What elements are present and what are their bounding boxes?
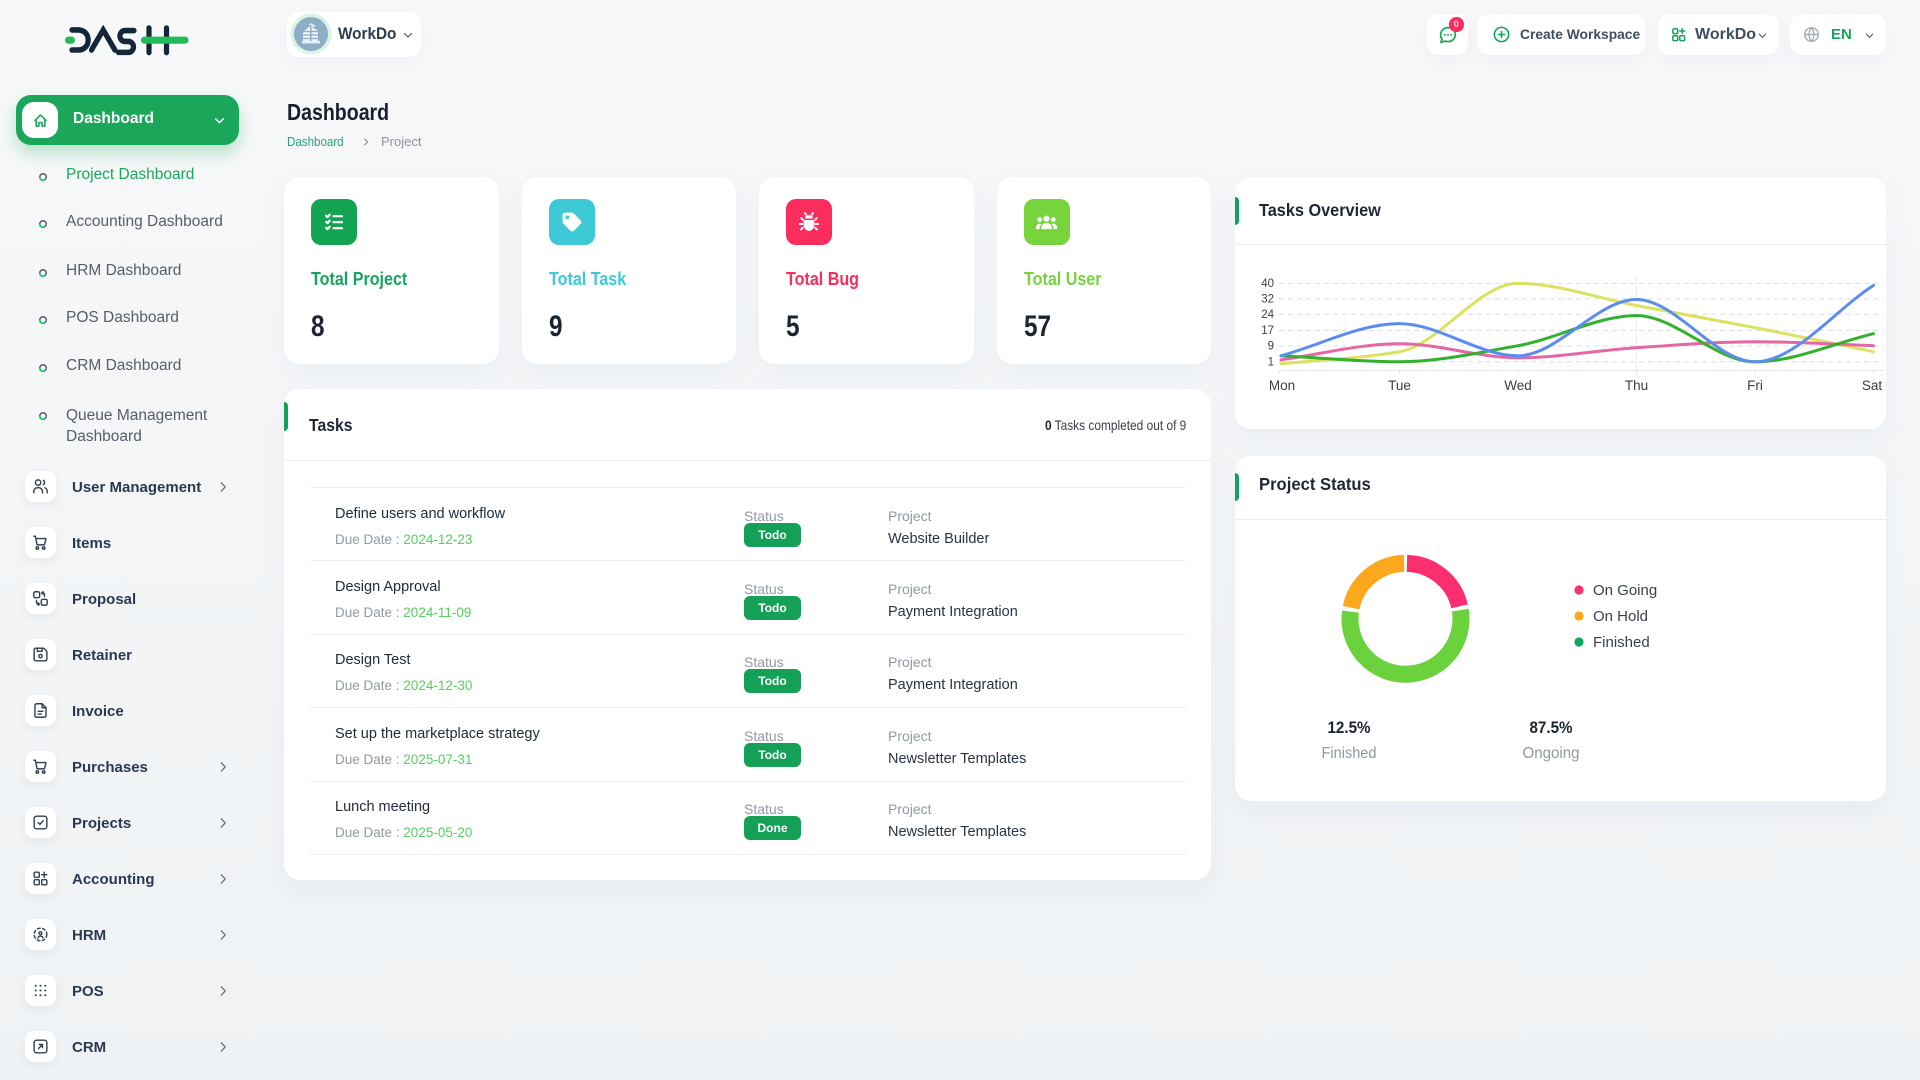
svg-text:24: 24 <box>1261 309 1274 321</box>
svg-text:9: 9 <box>1268 341 1274 353</box>
svg-text:Wed: Wed <box>1504 378 1532 393</box>
svg-text:Fri: Fri <box>1747 378 1763 393</box>
svg-text:40: 40 <box>1261 278 1274 290</box>
svg-text:1: 1 <box>1268 357 1274 369</box>
svg-text:On Hold: On Hold <box>1593 608 1648 625</box>
svg-text:12.5%: 12.5% <box>1328 718 1371 737</box>
svg-text:32: 32 <box>1261 294 1274 306</box>
svg-text:Thu: Thu <box>1625 378 1648 393</box>
svg-text:On Going: On Going <box>1593 582 1657 599</box>
svg-text:Finished: Finished <box>1322 745 1377 762</box>
svg-text:87.5%: 87.5% <box>1530 718 1573 737</box>
svg-text:Finished: Finished <box>1593 634 1650 651</box>
svg-text:Sat: Sat <box>1862 378 1883 393</box>
svg-text:17: 17 <box>1261 325 1274 337</box>
svg-text:Tue: Tue <box>1388 378 1411 393</box>
svg-text:Mon: Mon <box>1269 378 1295 393</box>
svg-text:Ongoing: Ongoing <box>1523 745 1580 762</box>
